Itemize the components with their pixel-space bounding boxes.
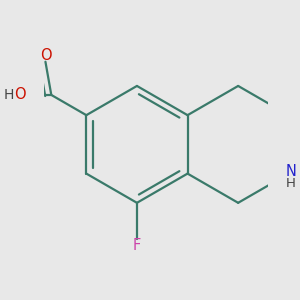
Text: O: O (14, 87, 26, 102)
Text: F: F (133, 238, 141, 253)
Text: N: N (286, 164, 296, 179)
Text: O: O (40, 48, 51, 63)
Text: H: H (4, 88, 14, 102)
Text: H: H (286, 177, 296, 190)
